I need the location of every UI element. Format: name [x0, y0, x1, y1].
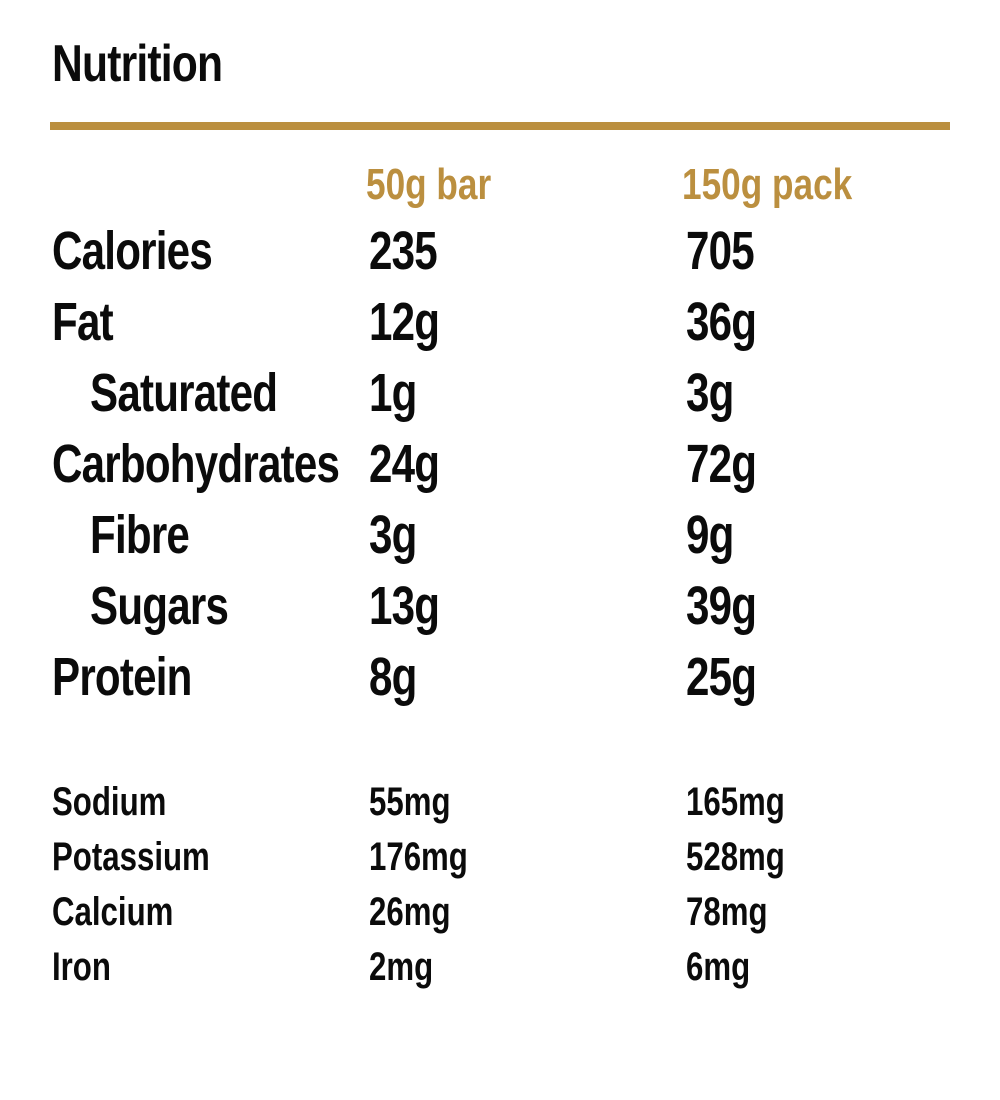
pack-value: 165mg — [686, 780, 785, 824]
nutrient-label: Sodium — [52, 780, 167, 824]
table-row: Saturated 1g 3g — [0, 362, 1000, 432]
bar-value: 24g — [369, 434, 440, 494]
table-row: Calories 235 705 — [0, 220, 1000, 290]
bar-value: 235 — [369, 221, 438, 281]
pack-value: 9g — [686, 505, 734, 565]
table-row: Fibre 3g 9g — [0, 504, 1000, 574]
table-row: Calcium 26mg 78mg — [0, 890, 1000, 960]
pack-value: 78mg — [686, 890, 768, 934]
bar-value: 55mg — [369, 780, 451, 824]
pack-value: 25g — [686, 647, 757, 707]
nutrient-label: Protein — [52, 647, 192, 707]
pack-value: 39g — [686, 576, 757, 636]
table-row: Carbohydrates 24g 72g — [0, 433, 1000, 503]
table-row: Protein 8g 25g — [0, 646, 1000, 716]
bar-value: 176mg — [369, 835, 468, 879]
pack-value: 36g — [686, 292, 757, 352]
bar-value: 12g — [369, 292, 440, 352]
page-title: Nutrition — [52, 35, 223, 93]
nutrient-label: Iron — [52, 945, 111, 989]
nutrient-label: Sugars — [90, 576, 229, 636]
bar-value: 26mg — [369, 890, 451, 934]
pack-value: 6mg — [686, 945, 751, 989]
table-row: Sugars 13g 39g — [0, 575, 1000, 645]
nutrient-label: Calories — [52, 221, 213, 281]
nutrient-label: Fat — [52, 292, 114, 352]
nutrient-label: Calcium — [52, 890, 174, 934]
bar-value: 3g — [369, 505, 417, 565]
nutrient-label: Potassium — [52, 835, 210, 879]
pack-value: 3g — [686, 363, 734, 423]
column-header-pack: 150g pack — [682, 160, 853, 209]
nutrient-label: Saturated — [90, 363, 278, 423]
nutrient-label: Carbohydrates — [52, 434, 340, 494]
bar-value: 13g — [369, 576, 440, 636]
bar-value: 2mg — [369, 945, 434, 989]
pack-value: 705 — [686, 221, 755, 281]
bar-value: 8g — [369, 647, 417, 707]
column-header-bar: 50g bar — [366, 160, 492, 209]
bar-value: 1g — [369, 363, 417, 423]
table-row: Fat 12g 36g — [0, 291, 1000, 361]
table-row: Potassium 176mg 528mg — [0, 835, 1000, 905]
table-row: Sodium 55mg 165mg — [0, 780, 1000, 850]
title-divider — [50, 122, 950, 130]
table-row: Iron 2mg 6mg — [0, 945, 1000, 1015]
pack-value: 72g — [686, 434, 757, 494]
pack-value: 528mg — [686, 835, 785, 879]
nutrient-label: Fibre — [90, 505, 190, 565]
